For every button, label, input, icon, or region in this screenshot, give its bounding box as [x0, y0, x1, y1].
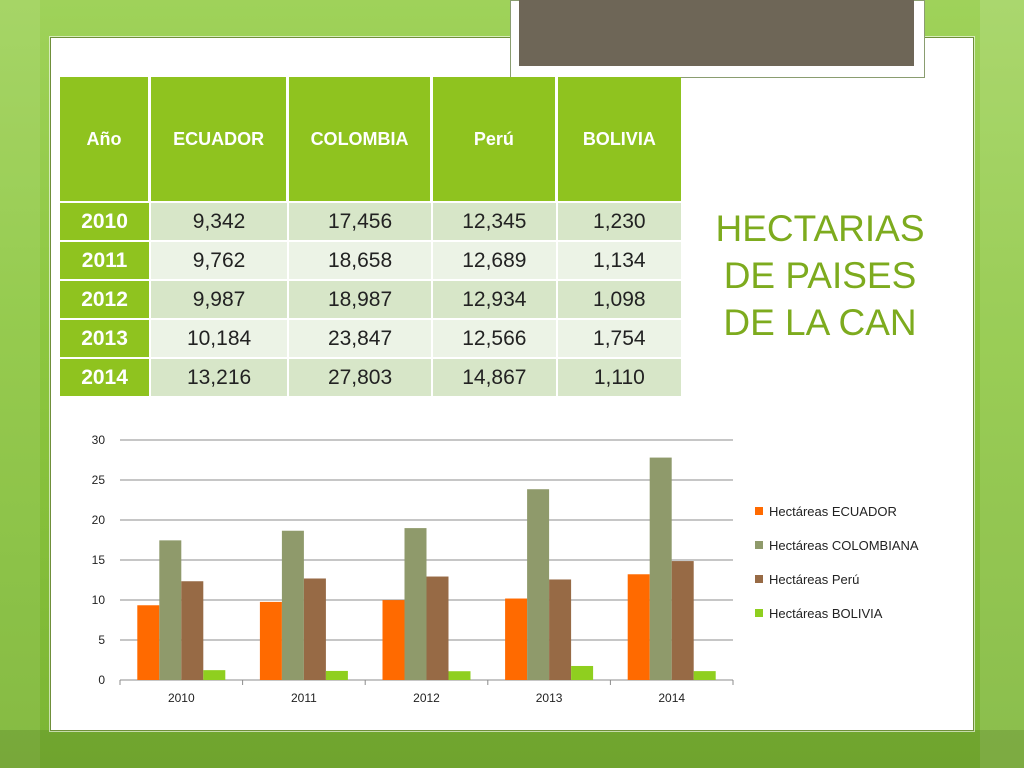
table-cell: 18,658 — [289, 240, 434, 279]
y-tick-label: 5 — [98, 633, 105, 647]
background-stripe — [0, 0, 40, 768]
bar — [159, 540, 182, 680]
table-cell: 10,184 — [151, 318, 290, 357]
bar — [181, 581, 204, 680]
title-placeholder — [519, 0, 914, 66]
legend-label: Hectáreas ECUADOR — [769, 503, 897, 519]
legend-swatch — [755, 609, 763, 617]
data-table: Año ECUADOR COLOMBIA Perú BOLIVIA 2010 9… — [60, 77, 681, 396]
legend-label: Hectáreas Perú — [769, 571, 860, 587]
table-cell: 27,803 — [289, 357, 434, 396]
table-cell-year: 2011 — [60, 240, 152, 279]
bar — [693, 671, 716, 680]
legend-item: Hectáreas COLOMBIANA — [755, 528, 919, 562]
slide-title-line: DE LA CAN — [723, 302, 917, 343]
table-cell: 17,456 — [289, 201, 434, 240]
table-cell: 9,987 — [151, 279, 290, 318]
legend-item: Hectáreas BOLIVIA — [755, 596, 919, 630]
header-peru: Perú — [433, 77, 558, 201]
legend-label: Hectáreas BOLIVIA — [769, 605, 883, 621]
header-ecuador: ECUADOR — [151, 77, 290, 201]
table-row: 2011 9,762 18,658 12,689 1,134 — [60, 240, 681, 279]
background-stripe — [0, 730, 1024, 768]
table-cell: 12,345 — [433, 201, 558, 240]
y-tick-label: 20 — [92, 513, 106, 527]
table-row: 2012 9,987 18,987 12,934 1,098 — [60, 279, 681, 318]
bar — [649, 457, 672, 680]
table-header-row: Año ECUADOR COLOMBIA Perú BOLIVIA — [60, 77, 681, 201]
bar — [671, 561, 694, 680]
bar — [259, 601, 282, 680]
table-cell-year: 2010 — [60, 201, 152, 240]
header-bolivia: BOLIVIA — [557, 77, 681, 201]
legend-swatch — [755, 507, 763, 515]
x-tick-label: 2010 — [168, 691, 195, 705]
table-cell: 1,754 — [557, 318, 681, 357]
table-cell: 1,230 — [557, 201, 681, 240]
table-cell: 12,566 — [433, 318, 558, 357]
bar — [203, 670, 226, 680]
table-cell-year: 2014 — [60, 357, 152, 396]
bar — [627, 574, 650, 680]
x-tick-label: 2013 — [536, 691, 563, 705]
slide-title: HECTARIAS DE PAISES DE LA CAN — [705, 205, 935, 346]
table-cell: 9,342 — [151, 201, 290, 240]
table-cell: 12,934 — [433, 279, 558, 318]
x-tick-label: 2014 — [658, 691, 685, 705]
legend-item: Hectáreas Perú — [755, 562, 919, 596]
table-row: 2010 9,342 17,456 12,345 1,230 — [60, 201, 681, 240]
x-tick-label: 2011 — [291, 691, 317, 705]
table-cell: 9,762 — [151, 240, 290, 279]
legend-swatch — [755, 541, 763, 549]
x-tick-label: 2012 — [413, 691, 440, 705]
y-tick-label: 30 — [92, 433, 106, 447]
bar-chart: 0 5 10 15 20 25 30 2010 2011 2012 2013 2014 — [92, 433, 734, 705]
header-year: Año — [60, 77, 152, 201]
table-cell: 12,689 — [433, 240, 558, 279]
table-cell: 14,867 — [433, 357, 558, 396]
bar — [281, 530, 304, 680]
table-cell: 13,216 — [151, 357, 290, 396]
y-tick-label: 0 — [98, 673, 105, 687]
table-row: 2013 10,184 23,847 12,566 1,754 — [60, 318, 681, 357]
background-stripe — [980, 0, 1024, 768]
legend-item: Hectáreas ECUADOR — [755, 494, 919, 528]
y-tick-label: 15 — [92, 553, 106, 567]
bar — [505, 598, 528, 680]
table-cell: 23,847 — [289, 318, 434, 357]
table-cell: 1,134 — [557, 240, 681, 279]
bar — [448, 671, 471, 680]
bar — [325, 670, 348, 680]
bar — [303, 578, 326, 680]
bar — [571, 665, 594, 680]
y-tick-label: 25 — [92, 473, 106, 487]
header-colombia: COLOMBIA — [289, 77, 434, 201]
bar — [137, 605, 160, 680]
table-row: 2014 13,216 27,803 14,867 1,110 — [60, 357, 681, 396]
table-cell: 18,987 — [289, 279, 434, 318]
bar — [404, 528, 427, 680]
legend-label: Hectáreas COLOMBIANA — [769, 537, 919, 553]
table-cell-year: 2012 — [60, 279, 152, 318]
y-tick-label: 10 — [92, 593, 106, 607]
slide-title-line: DE PAISES — [723, 255, 917, 296]
slide-title-line: HECTARIAS — [715, 208, 925, 249]
chart-legend: Hectáreas ECUADOR Hectáreas COLOMBIANA H… — [755, 494, 919, 630]
bar — [527, 489, 550, 680]
table-cell: 1,110 — [557, 357, 681, 396]
table-cell: 1,098 — [557, 279, 681, 318]
bar — [426, 576, 449, 680]
table-cell-year: 2013 — [60, 318, 152, 357]
legend-swatch — [755, 575, 763, 583]
bar — [549, 579, 572, 680]
bar — [382, 600, 405, 680]
